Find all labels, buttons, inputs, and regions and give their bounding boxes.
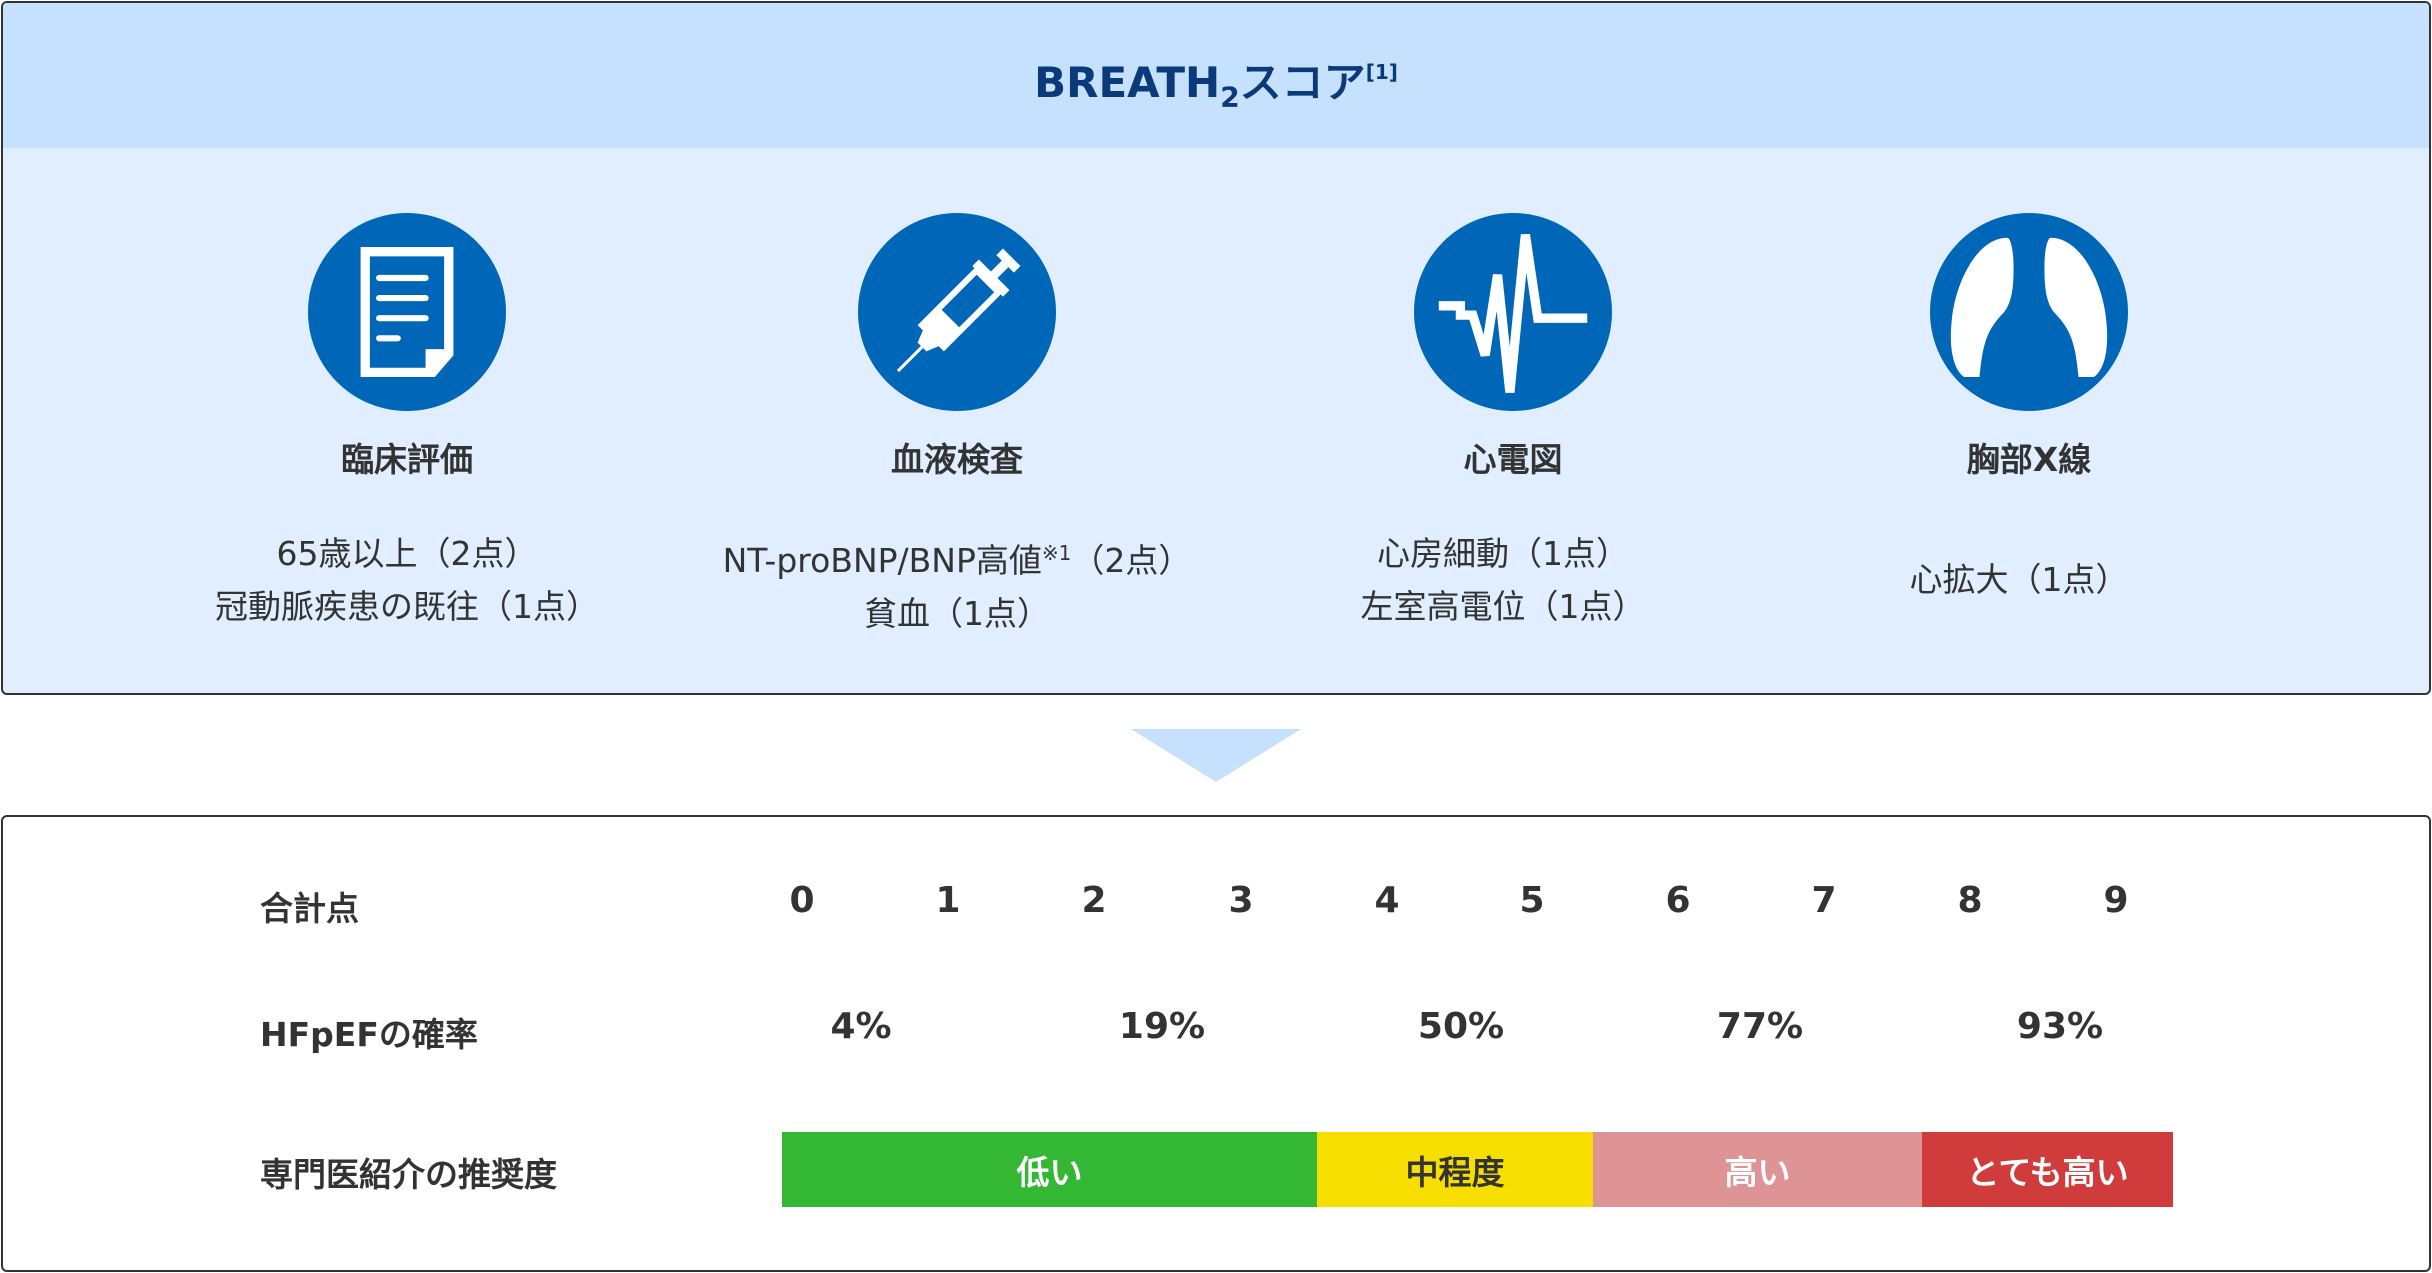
score-value: 1 xyxy=(935,880,961,921)
recommendation-label: 専門医紹介の推奨度 xyxy=(260,1155,557,1194)
category-criteria: 心房細動（1点） 左室高電位（1点） xyxy=(1360,534,1646,626)
recommendation-level: 中程度 xyxy=(1317,1132,1593,1207)
breath2-score-panel: BREATH2スコア[1] 臨床評価 血液検査 心電図 胸部X線 65歳以上（2… xyxy=(1,1,2431,695)
recommendation-level: とても高い xyxy=(1922,1132,2173,1207)
category-criteria: 心拡大（1点） xyxy=(1909,560,2129,599)
probability-value: 19% xyxy=(1118,1006,1206,1047)
score-value: 0 xyxy=(789,880,815,921)
score-value: 6 xyxy=(1665,880,1691,921)
arrow-down-icon xyxy=(1131,729,1301,782)
recommendation-level: 低い xyxy=(782,1132,1317,1207)
score-value: 9 xyxy=(2103,880,2129,921)
probability-value: 93% xyxy=(2016,1006,2104,1047)
score-value: 2 xyxy=(1081,880,1107,921)
category-label: 臨床評価 xyxy=(341,440,473,479)
score-value: 3 xyxy=(1228,880,1254,921)
document-icon xyxy=(308,213,506,411)
syringe-icon xyxy=(858,213,1056,411)
probability-value: 50% xyxy=(1417,1006,1505,1047)
probability-label: HFpEFの確率 xyxy=(260,1015,478,1054)
lungs-icon xyxy=(1930,213,2128,411)
panel-title: BREATH2スコア[1] xyxy=(1034,58,1398,114)
probability-value: 4% xyxy=(830,1006,892,1047)
panel-header xyxy=(3,3,2429,148)
score-value: 7 xyxy=(1811,880,1837,921)
score-value: 4 xyxy=(1374,880,1400,921)
score-value: 5 xyxy=(1519,880,1545,921)
category-label: 血液検査 xyxy=(891,440,1023,479)
recommendation-level: 高い xyxy=(1593,1132,1922,1207)
score-value: 8 xyxy=(1957,880,1983,921)
ecg-icon xyxy=(1414,213,1612,411)
probability-value: 77% xyxy=(1716,1006,1804,1047)
category-label: 心電図 xyxy=(1463,440,1563,479)
category-criteria: NT-proBNP/BNP高値※1（2点） 貧血（1点） xyxy=(722,541,1192,633)
total-score-label: 合計点 xyxy=(260,889,359,928)
category-label: 胸部X線 xyxy=(1966,440,2092,479)
category-criteria: 65歳以上（2点） 冠動脈疾患の既往（1点） xyxy=(215,534,599,626)
